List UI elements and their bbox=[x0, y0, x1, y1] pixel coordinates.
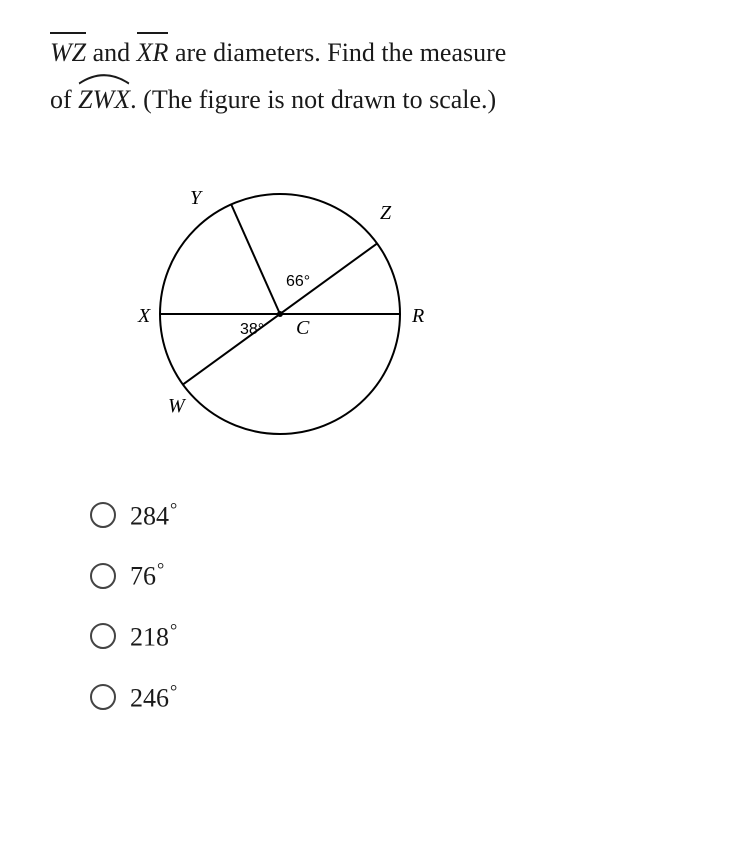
option-value: 76 bbox=[130, 559, 164, 592]
svg-text:C: C bbox=[296, 317, 310, 339]
radio-icon bbox=[90, 623, 116, 649]
segment-wz: WZ bbox=[50, 30, 86, 77]
circle-figure: X R Y Z W C 66° 38° bbox=[80, 164, 700, 469]
svg-text:66°: 66° bbox=[286, 273, 310, 290]
question-text: WZ and XR are diameters. Find the measur… bbox=[50, 30, 700, 124]
option-value: 246 bbox=[130, 681, 177, 714]
arc-label: ZWX bbox=[78, 85, 130, 114]
segment-xr: XR bbox=[137, 30, 169, 77]
text-and: and bbox=[86, 38, 137, 67]
svg-text:Y: Y bbox=[190, 187, 203, 209]
option-value: 218 bbox=[130, 620, 177, 653]
figure-svg: X R Y Z W C 66° 38° bbox=[80, 164, 460, 464]
answer-options: 284 76 218 246 bbox=[90, 499, 700, 714]
radio-icon bbox=[90, 563, 116, 589]
page-container: WZ and XR are diameters. Find the measur… bbox=[0, 0, 750, 848]
radio-icon bbox=[90, 684, 116, 710]
option-b[interactable]: 76 bbox=[90, 559, 700, 592]
text-scale-note: . (The figure is not drawn to scale.) bbox=[130, 85, 496, 114]
option-a[interactable]: 284 bbox=[90, 499, 700, 532]
svg-text:X: X bbox=[137, 305, 151, 327]
radio-icon bbox=[90, 502, 116, 528]
text-diameters: are diameters. Find the measure bbox=[168, 38, 506, 67]
option-value: 284 bbox=[130, 499, 177, 532]
option-c[interactable]: 218 bbox=[90, 620, 700, 653]
option-d[interactable]: 246 bbox=[90, 681, 700, 714]
arc-zwx: ZWX bbox=[78, 77, 130, 124]
text-of: of bbox=[50, 85, 78, 114]
svg-text:38°: 38° bbox=[240, 321, 264, 338]
svg-text:W: W bbox=[168, 395, 187, 417]
svg-text:R: R bbox=[411, 305, 424, 327]
svg-text:Z: Z bbox=[380, 202, 392, 224]
